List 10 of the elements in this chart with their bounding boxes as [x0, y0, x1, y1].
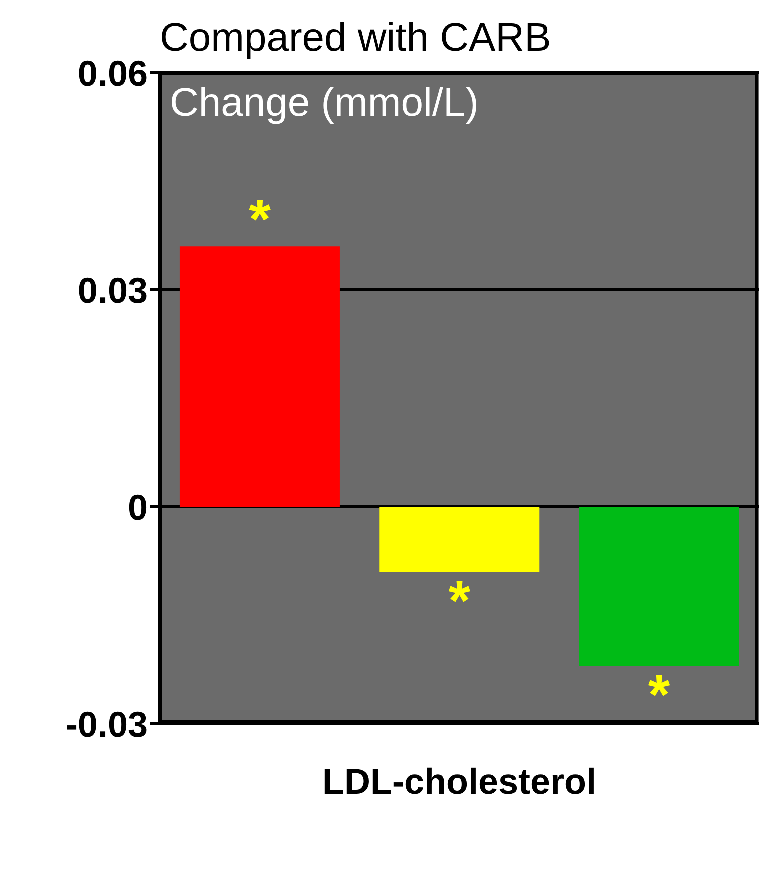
annotation: *	[249, 188, 272, 251]
y-tick-label: 0.06	[78, 52, 148, 94]
annotation: *	[648, 663, 670, 726]
chart-title: Compared with CARB	[160, 16, 552, 61]
y-tick-label: 0	[128, 486, 148, 528]
x-axis-title: LDL-cholesterol	[322, 761, 597, 802]
y-axis-title: Change (mmol/L)	[170, 81, 480, 126]
y-tick-label: 0.03	[78, 270, 148, 311]
y-tick-label: -0.03	[66, 704, 148, 745]
annotation: *	[448, 569, 471, 632]
